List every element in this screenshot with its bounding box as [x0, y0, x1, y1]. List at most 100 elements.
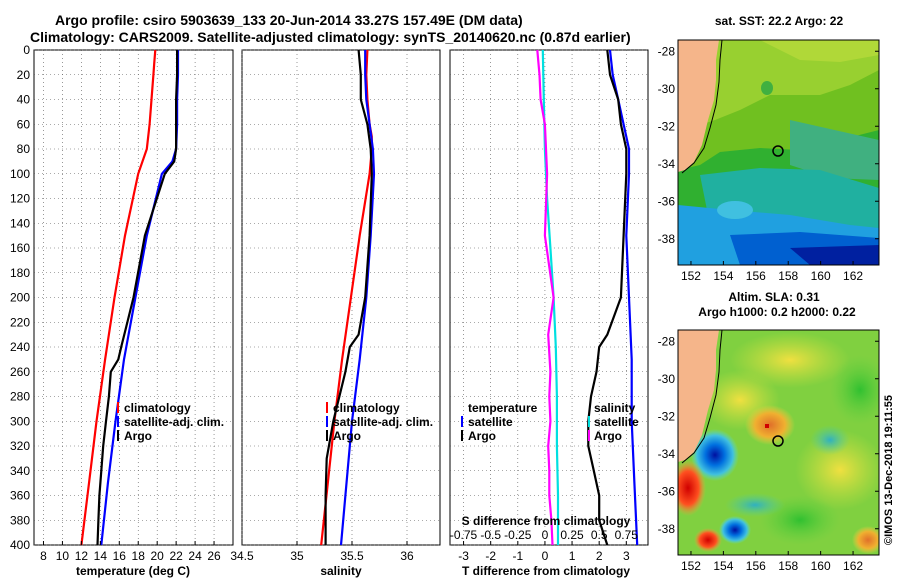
map-lat-tick-label: -32: [658, 409, 676, 423]
x-tick-label: 18: [132, 549, 146, 563]
x-tick-label: 12: [75, 549, 89, 563]
x-tick-label: 36: [400, 549, 414, 563]
x-tick-label: -1: [512, 549, 523, 563]
map-lon-tick-label: 162: [843, 269, 863, 283]
x-tick-label: 22: [169, 549, 183, 563]
salinity-panel: 34.5 35 35.5 36 salinity climatology satell…: [230, 49, 441, 578]
map-lat-tick-label: -36: [658, 194, 676, 208]
salinity-xlabel: salinity: [320, 564, 362, 578]
legend-satellite-label: satellite-adj. clim.: [333, 415, 433, 429]
depth-tick-label: 240: [10, 340, 30, 354]
figure-title-line2: Climatology: CARS2009. Satellite-adjuste…: [30, 29, 631, 45]
series-line-t-argo: [587, 49, 628, 546]
map-lon-tick-label: 152: [681, 269, 701, 283]
depth-tick-label: 40: [17, 93, 31, 107]
map-lat-tick-label: -28: [658, 44, 676, 58]
depth-tick-label: 220: [10, 315, 30, 329]
series-line-climatology: [80, 49, 157, 546]
argo-location-marker: [772, 145, 784, 157]
x-tick-label: 0: [542, 549, 549, 563]
map-lon-tick-label: 162: [843, 559, 863, 573]
depth-tick-label: 160: [10, 241, 30, 255]
map-lat-tick-label: -36: [658, 484, 676, 498]
x-tick-label: -2: [485, 549, 496, 563]
map-lat-tick-label: -38: [658, 522, 676, 536]
x-tick-label: 8: [40, 549, 47, 563]
map-lon-tick-label: 158: [778, 269, 798, 283]
temperature-panel: 8 10 12 14 16 18 20 22 24 26 temperature (deg C) …: [33, 49, 234, 578]
s-diff-tick-label: 0.5: [591, 528, 608, 542]
depth-tick-label: 360: [10, 489, 30, 503]
legend-t-satellite-label: satellite: [468, 415, 513, 429]
depth-tick-label: 60: [17, 117, 31, 131]
legend-s-satellite-label: satellite: [594, 415, 639, 429]
x-tick-label: 2: [596, 549, 603, 563]
series-line-s-argo: [536, 49, 555, 546]
map-lon-tick-label: 160: [811, 559, 831, 573]
x-tick-label: 10: [56, 549, 70, 563]
x-tick-label: 3: [623, 549, 630, 563]
series-line-argo: [324, 49, 373, 545]
series-line-satellite-adj-clim-: [339, 50, 376, 546]
x-tick-label: 20: [151, 549, 165, 563]
sst-map-title: sat. SST: 22.2 Argo: 22: [715, 14, 844, 28]
depth-tick-label: 120: [10, 192, 30, 206]
depth-tick-label: 300: [10, 414, 30, 428]
temperature-xlabel: temperature (deg C): [76, 564, 190, 578]
depth-tick-label: 260: [10, 365, 30, 379]
legend-climatology-label: climatology: [124, 401, 191, 415]
depth-axis: 0 20 40 60 80 100 120 140 160 180 200 220 240 260 280 3…: [10, 43, 38, 552]
s-diff-tick-label: 0: [542, 528, 549, 542]
depth-tick-label: 0: [23, 43, 30, 57]
argo-location-marker: [772, 435, 784, 447]
x-tick-label: 1: [569, 549, 576, 563]
depth-tick-label: 320: [10, 439, 30, 453]
series-line-argo: [96, 50, 179, 546]
depth-tick-label: 380: [10, 513, 30, 527]
sla-map-subtitle: Argo h1000: 0.2 h2000: 0.22: [698, 305, 856, 319]
sla-map-title: Altim. SLA: 0.31: [728, 290, 820, 304]
map-lon-tick-label: 152: [681, 559, 701, 573]
map-lat-tick-label: -38: [658, 232, 676, 246]
legend-argo-label: Argo: [333, 429, 361, 443]
depth-tick-label: 200: [10, 291, 30, 305]
legend-salinity-heading: salinity: [594, 401, 636, 415]
x-tick-label: 34.5: [230, 549, 254, 563]
s-diff-tick-label: -0.75: [450, 528, 478, 542]
legend-satellite-label: satellite-adj. clim.: [124, 415, 224, 429]
map-lon-tick-label: 158: [778, 559, 798, 573]
legend-argo-label: Argo: [124, 429, 152, 443]
x-tick-label: 35.5: [340, 549, 364, 563]
map-lon-tick-label: 156: [746, 269, 766, 283]
difference-legend: temperature satellite Argo salinity sate…: [461, 401, 639, 443]
map-lat-tick-label: -34: [658, 157, 676, 171]
map-lat-tick-label: -32: [658, 119, 676, 133]
x-tick-label: 35: [290, 549, 304, 563]
t-difference-xlabel: T difference from climatology: [462, 564, 630, 578]
legend-s-argo-label: Argo: [594, 429, 622, 443]
map-lat-tick-label: -34: [658, 447, 676, 461]
x-tick-label: 16: [113, 549, 127, 563]
s-difference-label: S difference from climatology: [462, 514, 631, 528]
legend-climatology-label: climatology: [333, 401, 400, 415]
legend-temperature-heading: temperature: [468, 401, 538, 415]
temperature-legend: climatology satellite-adj. clim. Argo: [117, 401, 224, 443]
map-lat-tick-label: -28: [658, 334, 676, 348]
x-tick-label: 14: [94, 549, 108, 563]
salinity-legend: climatology satellite-adj. clim. Argo: [326, 401, 433, 443]
depth-tick-label: 400: [10, 538, 30, 552]
s-diff-tick-label: 0.25: [560, 528, 584, 542]
depth-tick-label: 280: [10, 390, 30, 404]
figure-title-line1: Argo profile: csiro 5903639_133 20-Jun-2…: [55, 12, 523, 28]
depth-tick-label: 340: [10, 464, 30, 478]
s-diff-tick-label: 0.75: [615, 528, 639, 542]
depth-tick-label: 100: [10, 167, 30, 181]
legend-t-argo-label: Argo: [468, 429, 496, 443]
map-lon-tick-label: 154: [713, 559, 733, 573]
depth-tick-label: 80: [17, 142, 31, 156]
x-tick-label: 26: [207, 549, 221, 563]
imos-watermark: ©IMOS 13-Dec-2018 19:11:55: [883, 395, 895, 545]
depth-tick-label: 20: [17, 68, 31, 82]
map-lon-tick-label: 154: [713, 269, 733, 283]
